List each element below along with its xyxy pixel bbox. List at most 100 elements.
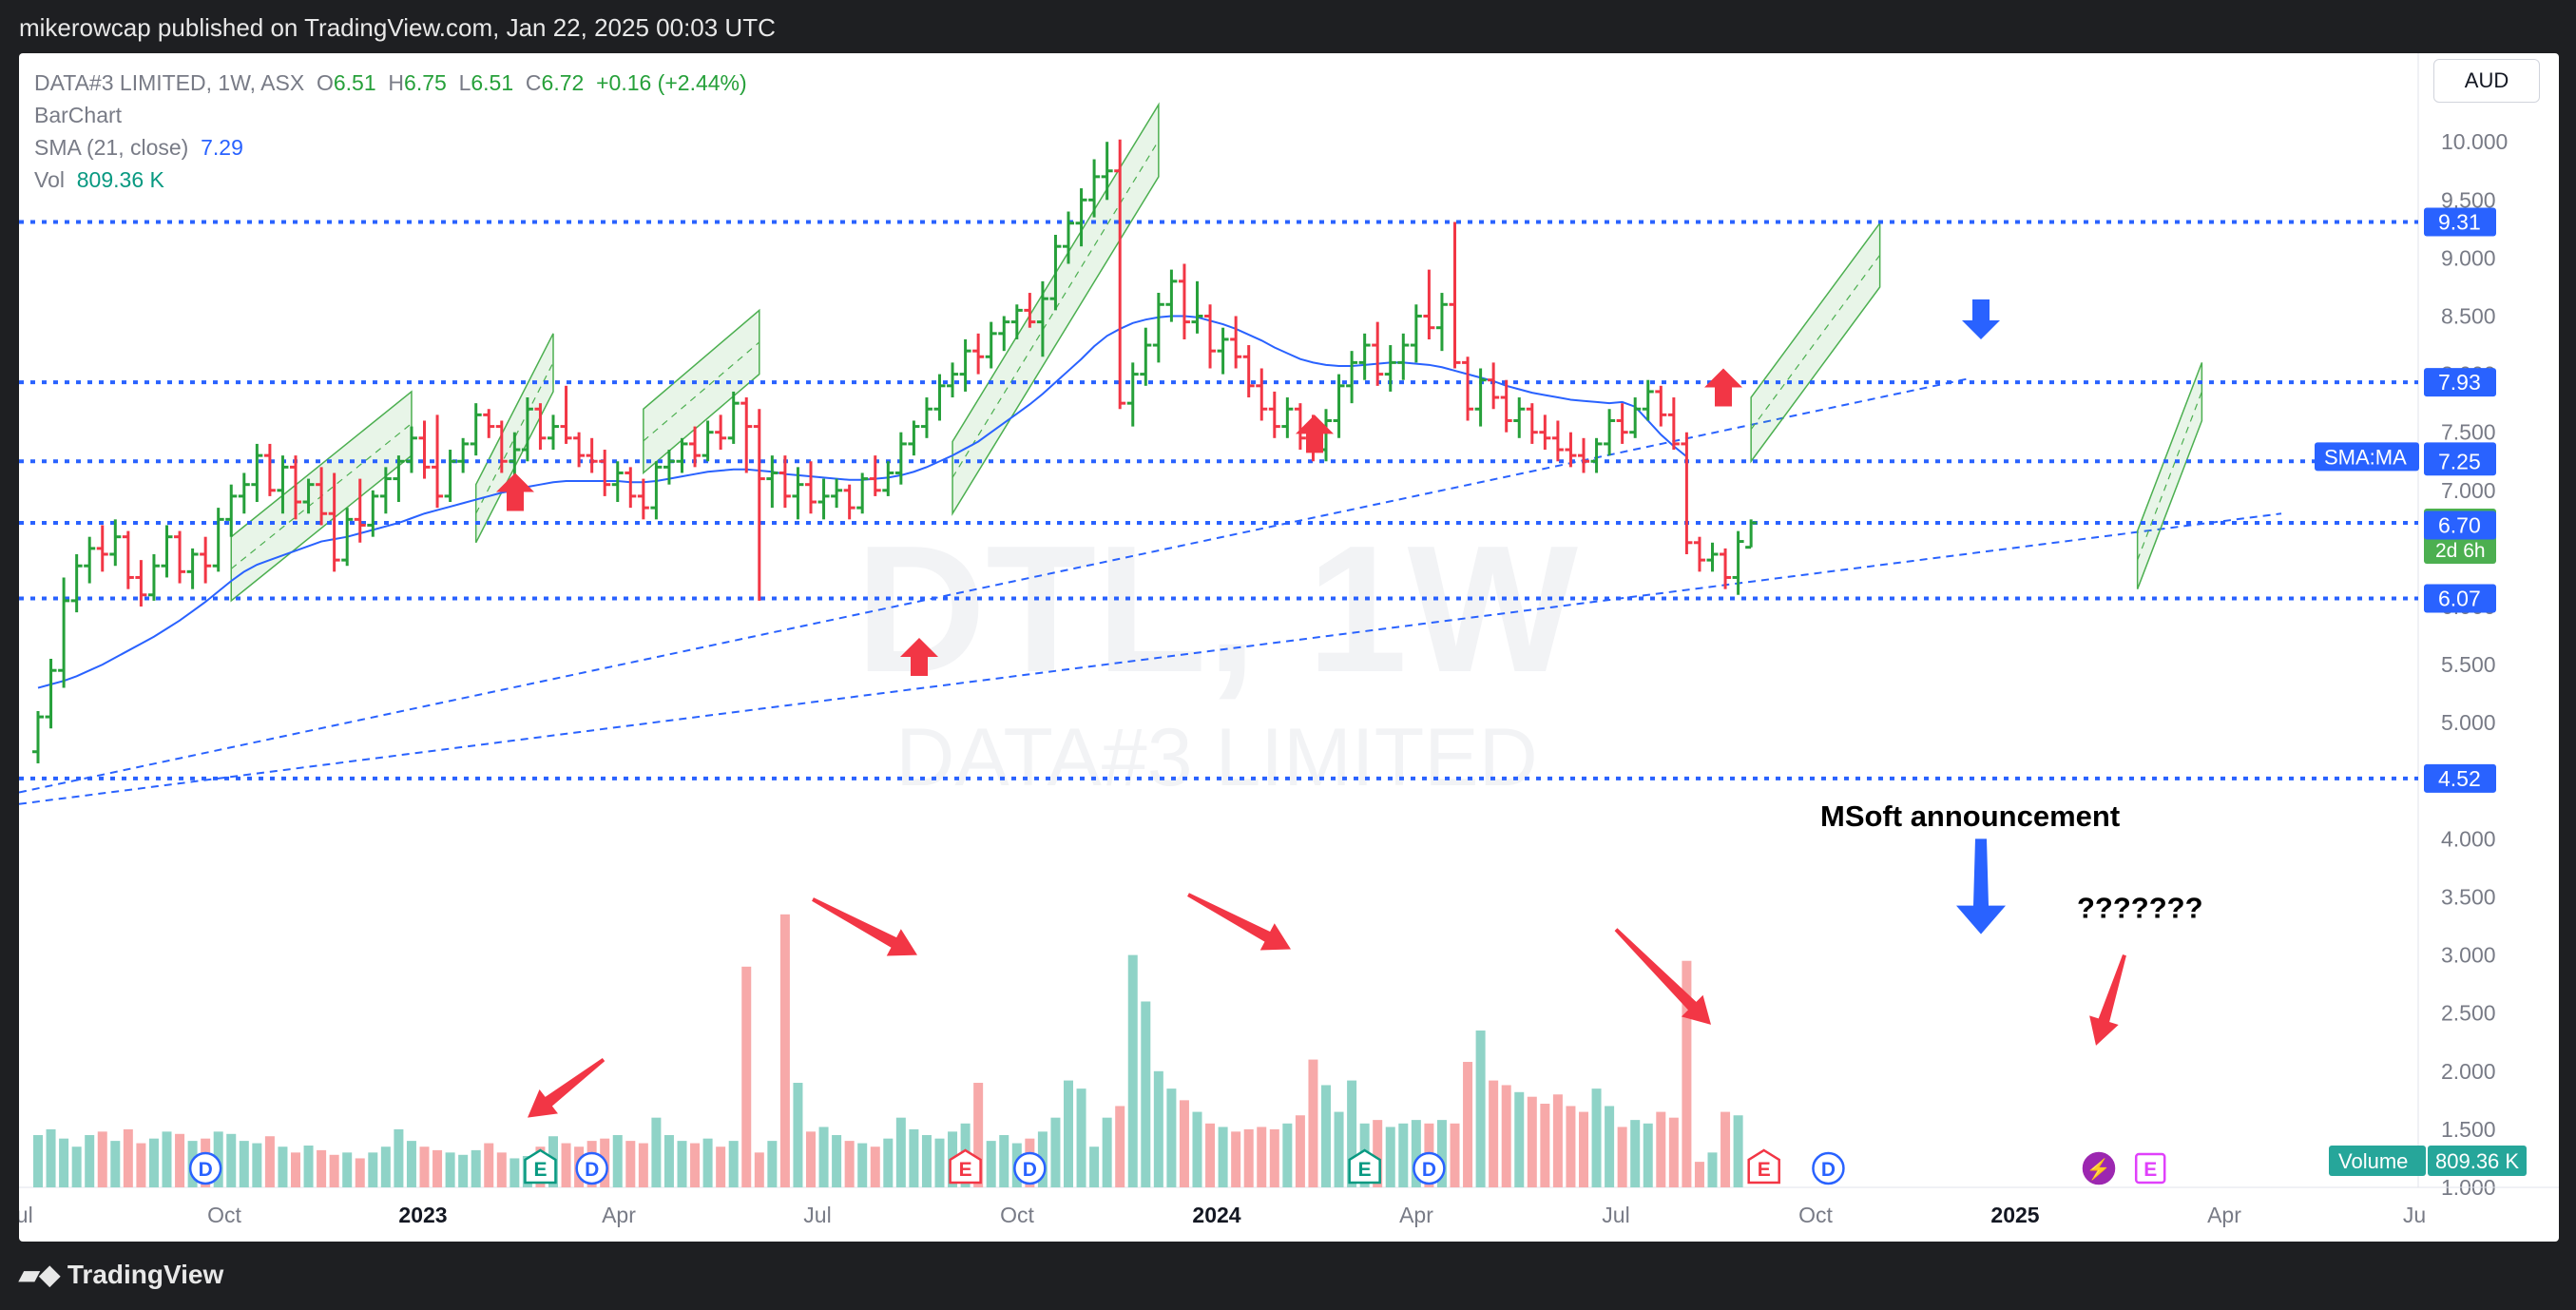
pointer-arrow-icon (1187, 893, 1291, 951)
legend-sma-row[interactable]: SMA (21, close) 7.29 (34, 131, 747, 164)
ohlc-bar (740, 397, 753, 473)
event-badge-circle (1413, 1151, 1446, 1185)
price-label: 9.31 (2424, 207, 2496, 237)
legend-chart-style[interactable]: BarChart (34, 103, 123, 127)
event-badge-circle (1013, 1151, 1047, 1185)
event-badge-shape (1747, 1148, 1780, 1185)
volume-bar (844, 1141, 855, 1187)
volume-bar (1694, 1162, 1704, 1187)
ohlc-bar (1642, 379, 1654, 421)
volume-bar (368, 1152, 378, 1187)
ohlc-bar (84, 536, 96, 584)
event-badge-earnings_up: E (1348, 1148, 1381, 1185)
ohlc-bar (302, 478, 315, 514)
ohlc-bar (1010, 304, 1023, 339)
legend-vol-row[interactable]: Vol 809.36 K (34, 164, 747, 196)
ohlc-bar (753, 409, 765, 601)
channel-midline (952, 140, 1160, 478)
volume-bar (1050, 1117, 1061, 1187)
y-tick-label: 5.000 (2441, 710, 2496, 735)
up-arrow-icon (900, 637, 938, 676)
volume-bar (1630, 1120, 1641, 1187)
ohlc-bar (1423, 269, 1435, 339)
volume-bar (136, 1143, 146, 1187)
ohlc-bar (393, 455, 405, 503)
volume-bar (1295, 1115, 1305, 1187)
volume-bar (728, 1141, 739, 1187)
volume-value-text: 809.36 K (2435, 1149, 2519, 1173)
ohlc-bar (843, 484, 855, 520)
ohlc-bar (1474, 368, 1487, 427)
x-tick-label: Ju (2403, 1203, 2426, 1227)
ohlc-bar (1706, 542, 1719, 572)
ohlc-bar (1410, 304, 1422, 363)
ohlc-bar (135, 560, 147, 607)
x-tick-label: Apr (1399, 1203, 1433, 1227)
ohlc-bar (869, 455, 881, 496)
ohlc-bar (147, 554, 160, 601)
legend-close-value: 6.72 (541, 70, 585, 95)
volume-bar (1192, 1111, 1202, 1187)
legend-sma-label: SMA (21, close) (34, 135, 189, 160)
ohlc-bar (457, 437, 470, 473)
chart-panel[interactable]: DTL, 1W DATA#3 LIMITED 1.000 1.500 2.000 2.50… (19, 53, 2559, 1242)
volume-bar (1643, 1123, 1653, 1187)
volume-bar (1334, 1111, 1344, 1187)
price-label: 7.93 (2424, 368, 2496, 397)
volume-bar (162, 1131, 172, 1187)
ohlc-bar (1152, 293, 1164, 363)
legend-sma-value: 7.29 (201, 135, 243, 160)
ohlc-bar (225, 484, 238, 537)
volume-bar (1218, 1127, 1228, 1187)
event-badge-circle (2082, 1151, 2116, 1185)
ohlc-bar (831, 478, 843, 509)
volume-bar (1166, 1088, 1177, 1187)
volume-bar (1205, 1123, 1216, 1187)
ohlc-bar (1629, 397, 1642, 438)
ohlc-bar (1242, 345, 1255, 398)
y-tick-label: 7.000 (2441, 478, 2496, 503)
ohlc-bar (251, 443, 263, 503)
volume-bar (741, 966, 752, 1187)
volume-bar (291, 1152, 300, 1187)
ohlc-bar (1667, 397, 1680, 451)
y-tick-label: 3.000 (2441, 943, 2496, 968)
ohlc-bar (263, 443, 276, 496)
volume-bar (509, 1158, 520, 1187)
event-badge-label: E (1758, 1159, 1771, 1181)
event-badge-earnings_up: E (524, 1148, 557, 1185)
price-label-bg (2424, 368, 2496, 397)
ohlc-bar (1217, 327, 1229, 375)
ohlc-bar (1693, 536, 1705, 572)
ohlc-bar (933, 374, 946, 421)
legend-vol-value: 809.36 K (76, 167, 164, 192)
currency-button[interactable]: AUD (2433, 59, 2540, 103)
event-badge-label: E (959, 1159, 972, 1181)
ohlc-bar (1449, 222, 1461, 369)
ohlc-bar (1745, 519, 1758, 549)
ohlc-bar (1526, 403, 1538, 444)
volume-bar (1540, 1104, 1550, 1187)
ohlc-bar (1655, 385, 1667, 427)
volume-bar (226, 1133, 237, 1187)
price-label-bg (2424, 584, 2496, 613)
ohlc-bar (1178, 263, 1190, 339)
ohlc-bar (174, 530, 186, 584)
pointer-arrow-icon (2089, 954, 2126, 1046)
volume-bar (651, 1117, 662, 1187)
ohlc-bar (959, 338, 971, 392)
ohlc-bar (1488, 362, 1500, 410)
ohlc-bar (856, 472, 869, 514)
volume-bar (1127, 954, 1138, 1187)
volume-label-text: Volume (2338, 1149, 2408, 1173)
ohlc-bar (1268, 391, 1280, 438)
volume-bar (1153, 1070, 1163, 1187)
event-badge-shape (1348, 1148, 1381, 1185)
published-text: mikerowcap published on TradingView.com,… (19, 13, 776, 42)
price-label-text: 7.25 (2438, 449, 2481, 473)
price-label-bg (2424, 207, 2496, 237)
volume-label: Volume 809.36 K (2329, 1146, 2527, 1176)
ohlc-bar (186, 548, 199, 589)
ohlc-bar (405, 426, 417, 473)
